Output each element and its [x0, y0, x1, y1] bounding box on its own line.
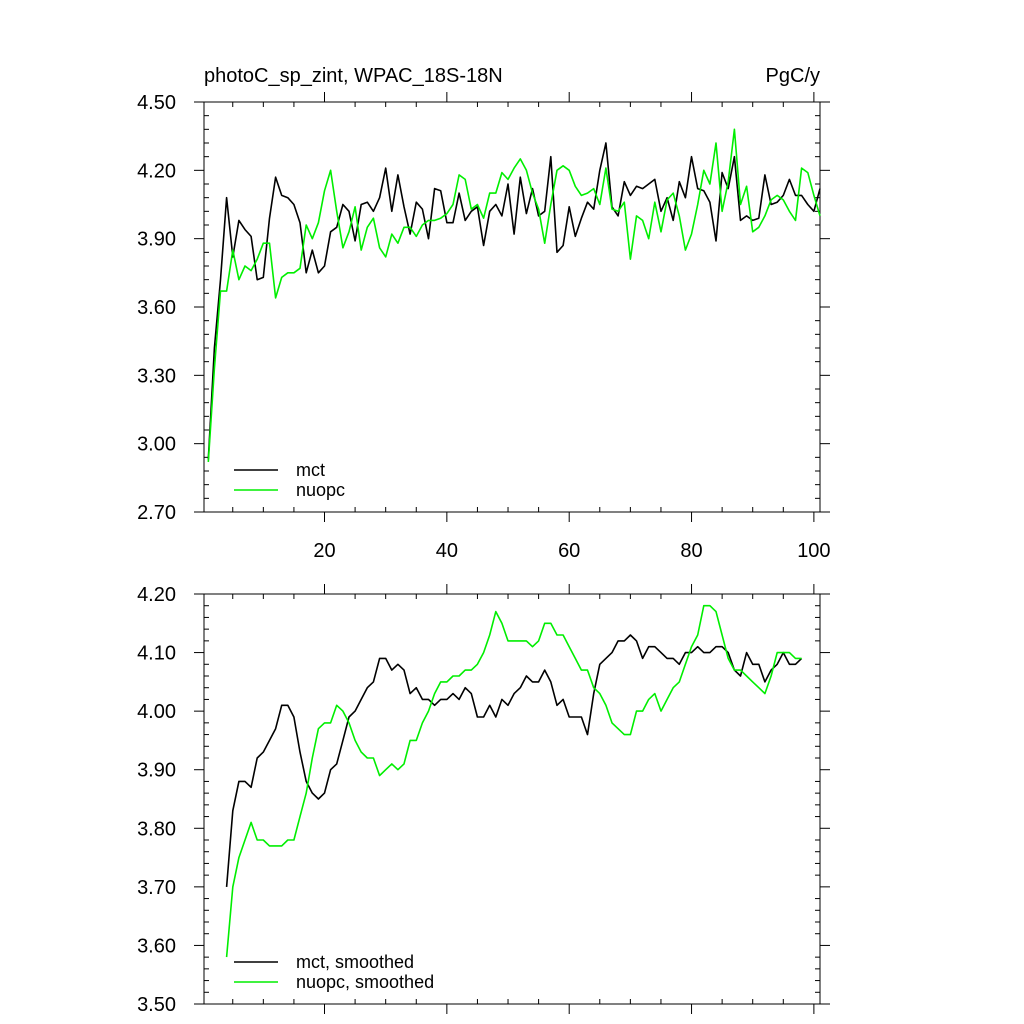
top-x-ticks: 20 40 60 80 100: [232, 92, 831, 562]
y-tick-label: 3.70: [137, 877, 176, 899]
chart-title: photoC_sp_zint, WPAC_18S-18N: [204, 65, 503, 87]
top-legend: mct nuopc: [234, 460, 345, 500]
legend-label-nuopc: nuopc: [296, 480, 345, 500]
y-tick-label: 3.80: [137, 818, 176, 840]
top-series-group: [207, 128, 821, 462]
y-tick-label: 2.70: [137, 502, 176, 524]
series-line-mct-smoothed: [225, 634, 803, 887]
units-label: PgC/y: [766, 65, 820, 87]
x-tick-label: 40: [436, 540, 458, 562]
y-tick-label: 3.60: [137, 297, 176, 319]
bottom-series-group: [225, 604, 803, 958]
x-tick-label: 100: [797, 540, 830, 562]
bottom-x-ticks: [232, 584, 815, 1014]
x-tick-label: 60: [558, 540, 580, 562]
x-tick-label: 80: [680, 540, 702, 562]
legend-label-mct-smoothed: mct, smoothed: [296, 952, 414, 972]
legend-label-nuopc-smoothed: nuopc, smoothed: [296, 972, 434, 992]
y-tick-label: 3.60: [137, 935, 176, 957]
bottom-legend: mct, smoothed nuopc, smoothed: [234, 952, 434, 992]
y-tick-label: 4.00: [137, 701, 176, 723]
legend-label-mct: mct: [296, 460, 325, 480]
series-line-nuopc-smoothed: [225, 604, 802, 958]
y-tick-label: 3.90: [137, 229, 176, 251]
series-line-mct: [207, 142, 821, 460]
y-tick-label: 4.20: [137, 160, 176, 182]
bottom-y-ticks: 3.50 3.60 3.70 3.80 3.90 4.00 4.10 4.20: [137, 584, 830, 1016]
y-tick-label: 3.90: [137, 760, 176, 782]
y-tick-label: 3.30: [137, 365, 176, 387]
y-tick-label: 4.20: [137, 584, 176, 606]
y-tick-label: 4.50: [137, 92, 176, 114]
y-tick-label: 4.10: [137, 643, 176, 665]
bottom-plot-frame: [203, 593, 821, 1005]
y-tick-label: 3.50: [137, 994, 176, 1016]
top-y-ticks: 2.70 3.00 3.30 3.60 3.90 4.20 4.50: [137, 92, 830, 524]
x-tick-label: 20: [313, 540, 335, 562]
bottom-panel: 3.50 3.60 3.70 3.80 3.90 4.00 4.10 4.20 mct, sm…: [137, 584, 830, 1016]
y-tick-label: 3.00: [137, 434, 176, 456]
top-plot-frame: [203, 101, 821, 513]
series-line-nuopc: [207, 128, 821, 462]
top-panel: photoC_sp_zint, WPAC_18S-18N PgC/y 20 40 6…: [137, 65, 831, 562]
